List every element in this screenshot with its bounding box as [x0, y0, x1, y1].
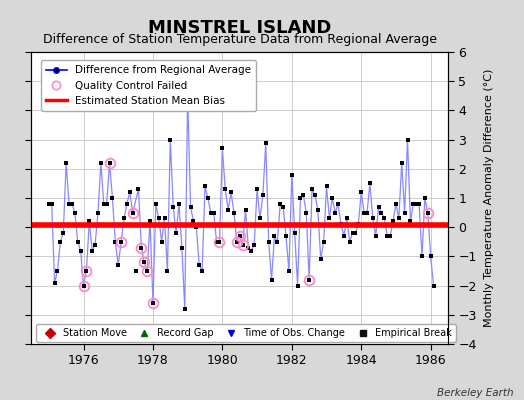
Text: Difference of Station Temperature Data from Regional Average: Difference of Station Temperature Data f… — [43, 33, 436, 46]
Title: MINSTREL ISLAND: MINSTREL ISLAND — [148, 18, 331, 36]
Legend: Station Move, Record Gap, Time of Obs. Change, Empirical Break: Station Move, Record Gap, Time of Obs. C… — [36, 324, 456, 342]
Y-axis label: Monthly Temperature Anomaly Difference (°C): Monthly Temperature Anomaly Difference (… — [484, 69, 494, 327]
Text: Berkeley Earth: Berkeley Earth — [437, 388, 514, 398]
